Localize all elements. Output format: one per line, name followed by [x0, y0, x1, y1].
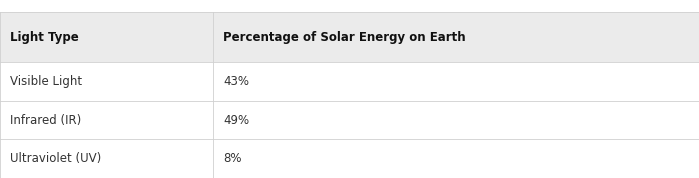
Text: Visible Light: Visible Light — [10, 75, 82, 88]
Text: Infrared (IR): Infrared (IR) — [10, 114, 81, 127]
Bar — [213, 12, 699, 62]
Text: 8%: 8% — [223, 152, 241, 165]
Text: Light Type: Light Type — [10, 31, 78, 44]
Text: Ultraviolet (UV): Ultraviolet (UV) — [10, 152, 101, 165]
Text: 49%: 49% — [223, 114, 249, 127]
Bar — [0, 139, 213, 178]
Text: 43%: 43% — [223, 75, 249, 88]
Bar — [0, 12, 213, 62]
Text: Percentage of Solar Energy on Earth: Percentage of Solar Energy on Earth — [223, 31, 466, 44]
Bar — [213, 139, 699, 178]
Bar — [213, 62, 699, 101]
Bar — [0, 101, 213, 139]
Bar — [0, 62, 213, 101]
Bar — [213, 101, 699, 139]
